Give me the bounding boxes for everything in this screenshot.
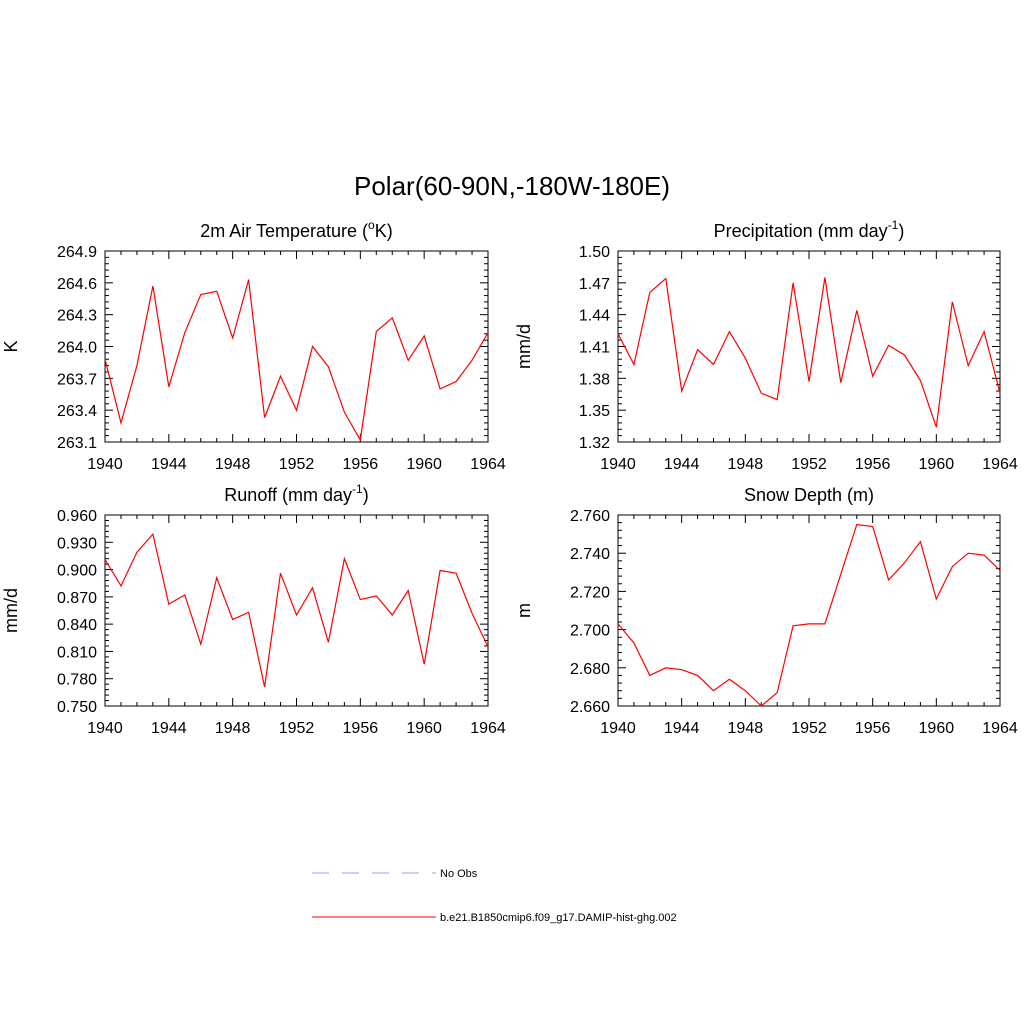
panel-title-end: K) — [375, 221, 393, 241]
y-tick-label: 1.47 — [579, 276, 610, 293]
chart-panels: 2m Air Temperature (oK)1940 1944 1948 1952 1… — [1, 218, 1018, 737]
panel-title-main: Runoff (mm day — [224, 485, 352, 505]
y-tick-label: 0.900 — [57, 563, 97, 580]
chart-panel-2: Precipitation (mm day-1) 1940 1944 1948 1952… — [514, 218, 1018, 473]
panel-title-end: ) — [363, 485, 369, 505]
chart-panel-1: 2m Air Temperature (oK) 1940 1944 1948 1952 1… — [1, 218, 506, 473]
panel-title-main: Precipitation (mm day — [714, 221, 888, 241]
x-tick-label: 1952 — [279, 720, 315, 737]
x-tick-label: 1960 — [919, 456, 955, 473]
y-tick-label: 263.1 — [57, 435, 97, 452]
x-tick-label: 1948 — [215, 720, 251, 737]
y-tick-label: 264.6 — [57, 276, 97, 293]
x-tick-label: 1964 — [982, 720, 1018, 737]
legend-label-1: No Obs — [440, 868, 478, 880]
x-tick-label: 1940 — [600, 720, 636, 737]
x-tick-label: 1948 — [728, 456, 764, 473]
x-tick-label: 1960 — [406, 720, 442, 737]
x-tick-label: 1952 — [791, 456, 827, 473]
x-tick-label: 1940 — [87, 720, 123, 737]
y-axis-label: mm/d — [1, 588, 21, 633]
series-line — [617, 277, 1001, 428]
series-line — [104, 279, 489, 442]
y-tick-label: 1.50 — [579, 244, 610, 261]
series-line — [617, 523, 1001, 707]
y-tick-label: 0.750 — [57, 699, 97, 716]
x-tick-label: 1964 — [470, 720, 506, 737]
chart-panel-4: Snow Depth (m) 1940 1944 1948 1952 1956 1960 19… — [514, 485, 1018, 737]
y-axis-label: mm/d — [514, 324, 534, 369]
x-tick-label: 1964 — [982, 456, 1018, 473]
y-tick-label: 2.740 — [570, 546, 610, 563]
y-tick-label: 2.760 — [570, 508, 610, 525]
y-tick-label: 264.3 — [57, 308, 97, 325]
x-tick-label: 1952 — [279, 456, 315, 473]
panel-title-superscript: -1 — [888, 218, 899, 232]
y-tick-label: 2.680 — [570, 661, 610, 678]
x-tick-label: 1944 — [664, 720, 700, 737]
y-tick-label: 264.0 — [57, 340, 97, 357]
y-tick-label: 1.35 — [579, 403, 610, 420]
y-tick-label: 0.780 — [57, 672, 97, 689]
chart-panel-3: Runoff (mm day-1) 1940 1944 1948 1952 1956 196… — [1, 482, 506, 737]
panel-title: Precipitation (mm day-1) — [714, 218, 905, 241]
x-tick-label: 1940 — [87, 456, 123, 473]
x-tick-label: 1952 — [791, 720, 827, 737]
x-tick-label: 1948 — [728, 720, 764, 737]
x-tick-label: 1944 — [151, 720, 187, 737]
y-tick-label: 0.810 — [57, 644, 97, 661]
y-tick-label: 263.4 — [57, 403, 97, 420]
y-tick-label: 0.870 — [57, 590, 97, 607]
x-tick-label: 1948 — [215, 456, 251, 473]
y-tick-label: 2.660 — [570, 699, 610, 716]
panel-title: Runoff (mm day-1) — [224, 482, 368, 505]
y-tick-label: 1.44 — [579, 308, 610, 325]
y-tick-label: 0.930 — [57, 535, 97, 552]
panel-title-end: ) — [898, 221, 904, 241]
panel-title-main: 2m Air Temperature ( — [200, 221, 368, 241]
y-tick-label: 2.700 — [570, 623, 610, 640]
y-tick-label: 1.41 — [579, 340, 610, 357]
x-tick-label: 1956 — [855, 456, 891, 473]
y-tick-label: 1.32 — [579, 435, 610, 452]
y-axis-label: K — [1, 340, 21, 352]
y-tick-label: 264.9 — [57, 244, 97, 261]
x-tick-label: 1956 — [855, 720, 891, 737]
y-tick-label: 2.720 — [570, 584, 610, 601]
x-tick-label: 1956 — [343, 720, 379, 737]
legend-label-2: b.e21.B1850cmip6.f09_g17.DAMIP-hist-ghg.… — [440, 912, 677, 924]
y-tick-label: 0.840 — [57, 617, 97, 634]
panel-title-superscript: -1 — [352, 482, 363, 496]
x-tick-label: 1944 — [664, 456, 700, 473]
panel-title: 2m Air Temperature (oK) — [200, 218, 392, 241]
x-tick-label: 1944 — [151, 456, 187, 473]
series-line — [104, 532, 489, 688]
y-tick-label: 1.38 — [579, 371, 610, 388]
y-tick-label: 263.7 — [57, 371, 97, 388]
panel-title: Snow Depth (m) — [744, 485, 874, 505]
x-tick-label: 1960 — [919, 720, 955, 737]
x-tick-label: 1956 — [343, 456, 379, 473]
chart-legend: No Obs b.e21.B1850cmip6.f09_g17.DAMIP-his… — [312, 868, 677, 924]
x-tick-label: 1960 — [406, 456, 442, 473]
panel-title-superscript: o — [368, 218, 375, 232]
x-tick-label: 1964 — [470, 456, 506, 473]
panel-title-main: Snow Depth (m) — [744, 485, 874, 505]
y-tick-label: 0.960 — [57, 508, 97, 525]
y-axis-label: m — [514, 603, 534, 618]
page-title: Polar(60-90N,-180W-180E) — [354, 171, 670, 201]
x-tick-label: 1940 — [600, 456, 636, 473]
